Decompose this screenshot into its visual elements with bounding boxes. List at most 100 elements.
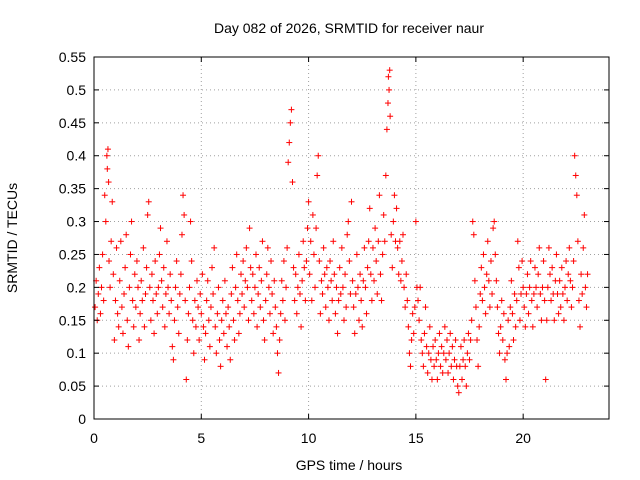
data-point xyxy=(243,244,250,251)
data-point xyxy=(450,376,457,383)
data-point xyxy=(166,310,173,317)
data-point xyxy=(481,284,488,291)
data-point xyxy=(582,284,589,291)
data-point xyxy=(249,271,256,278)
data-point xyxy=(230,317,237,324)
data-point xyxy=(312,284,319,291)
data-point xyxy=(487,258,494,265)
data-point xyxy=(514,238,521,245)
data-point xyxy=(255,290,262,297)
data-point xyxy=(354,284,361,291)
data-point xyxy=(385,73,392,80)
data-point xyxy=(239,290,246,297)
data-point xyxy=(190,350,197,357)
y-tick-label: 0 xyxy=(78,411,86,427)
data-point xyxy=(277,310,284,317)
data-point xyxy=(544,284,551,291)
data-point xyxy=(368,297,375,304)
x-tick-label: 0 xyxy=(90,430,98,446)
data-point xyxy=(241,304,248,311)
data-point xyxy=(247,264,254,271)
data-point xyxy=(330,238,337,245)
data-point xyxy=(202,330,209,337)
data-point xyxy=(344,231,351,238)
data-point xyxy=(556,277,563,284)
data-point xyxy=(211,244,218,251)
data-point xyxy=(346,258,353,265)
data-point xyxy=(398,258,405,265)
data-point xyxy=(152,258,159,265)
data-point xyxy=(493,277,500,284)
data-point xyxy=(557,304,564,311)
data-point xyxy=(571,152,578,159)
data-point xyxy=(329,297,336,304)
data-point xyxy=(145,198,152,205)
data-point xyxy=(287,119,294,126)
data-point xyxy=(521,304,528,311)
data-point xyxy=(435,350,442,357)
data-point xyxy=(477,290,484,297)
data-point xyxy=(523,290,530,297)
data-point xyxy=(154,310,161,317)
data-point xyxy=(445,369,452,376)
data-point xyxy=(199,271,206,278)
data-point xyxy=(191,297,198,304)
data-point xyxy=(464,350,471,357)
data-point xyxy=(566,244,573,251)
data-point xyxy=(194,277,200,284)
data-point xyxy=(361,244,368,251)
data-point xyxy=(584,271,591,278)
data-point xyxy=(384,100,391,107)
data-point xyxy=(396,238,403,245)
data-point xyxy=(320,244,327,251)
data-point xyxy=(471,277,478,284)
data-point xyxy=(178,231,185,238)
data-point xyxy=(533,284,540,291)
data-point xyxy=(430,343,437,350)
data-point xyxy=(265,284,272,291)
data-point xyxy=(364,264,371,271)
data-point xyxy=(242,277,249,284)
data-point xyxy=(451,356,458,363)
data-point xyxy=(299,277,306,284)
data-point xyxy=(151,330,158,337)
data-point xyxy=(321,271,328,278)
data-point xyxy=(434,376,441,383)
data-point xyxy=(132,304,139,311)
data-point xyxy=(250,310,257,317)
data-point xyxy=(221,277,228,284)
data-point xyxy=(203,297,210,304)
data-point xyxy=(555,310,562,317)
data-point xyxy=(204,277,211,284)
data-point xyxy=(273,323,280,330)
data-point xyxy=(403,271,410,278)
data-point xyxy=(205,317,212,324)
data-point xyxy=(400,231,406,238)
y-tick-label: 0.1 xyxy=(67,345,87,361)
chart-title: Day 082 of 2026, SRMTID for receiver nau… xyxy=(214,20,484,36)
data-point xyxy=(175,330,182,337)
data-point xyxy=(421,330,428,337)
data-point xyxy=(548,297,555,304)
data-point xyxy=(558,264,565,271)
data-point xyxy=(117,238,124,245)
data-point xyxy=(288,106,295,113)
data-point xyxy=(432,337,439,344)
data-point xyxy=(148,271,155,278)
data-point xyxy=(386,67,393,74)
data-point xyxy=(359,323,366,330)
data-point xyxy=(251,284,258,291)
data-point xyxy=(209,264,216,271)
data-point xyxy=(345,218,352,225)
data-point xyxy=(339,284,346,291)
data-point xyxy=(137,310,144,317)
y-tick-label: 0.2 xyxy=(67,279,87,295)
y-axis-label: SRMTID / TECUs xyxy=(4,183,20,293)
data-point xyxy=(483,271,490,278)
data-point xyxy=(494,304,501,311)
data-point xyxy=(246,225,253,232)
data-point xyxy=(484,238,491,245)
y-tick-label: 0.15 xyxy=(59,312,86,328)
data-point xyxy=(115,323,122,330)
data-point xyxy=(472,304,479,311)
